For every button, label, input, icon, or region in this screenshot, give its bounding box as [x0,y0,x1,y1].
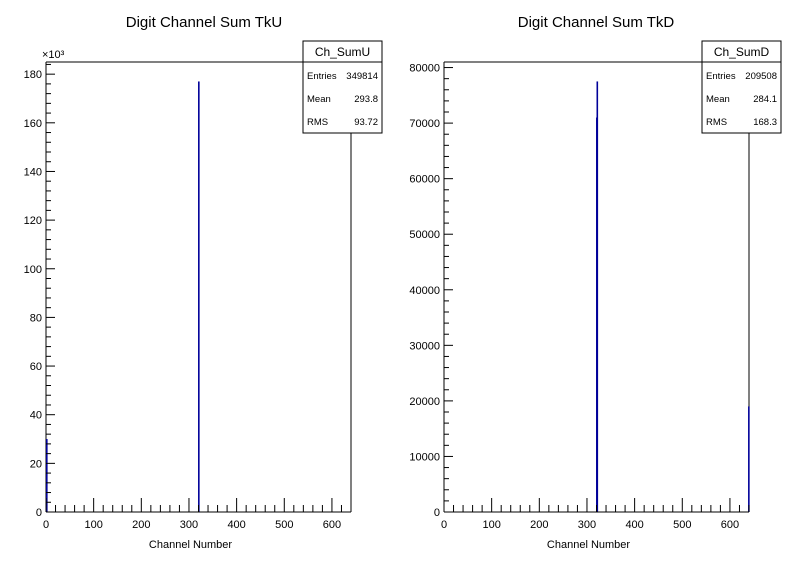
stats-box-frame [701,40,782,134]
histogram-panel-2: Digit Channel Sum TkD 0 100 200 300 400 500 600… [409,14,782,551]
y-tick-label: 10000 [409,451,440,463]
x-axis-label: Channel Number [547,539,630,551]
y-axis-multiplier: ×10³ [42,49,65,61]
stats-histogram-name: Ch_SumD [714,45,770,59]
stats-row-label: Entries [307,71,337,82]
y-tick-label: 80000 [409,63,440,75]
y-tick-label: 160 [24,118,42,130]
y-tick-label: 0 [36,507,42,519]
x-tick-label: 200 [132,519,150,531]
y-tick-label: 80 [30,312,42,324]
histogram-bin-2 [596,81,599,512]
y-tick-label: 40 [30,410,42,422]
x-tick-label: 400 [227,519,245,531]
y-tick-label: 30000 [409,340,440,352]
x-tick-label: 0 [441,519,447,531]
y-tick-label: 60000 [409,174,440,186]
y-tick-label: 120 [24,215,42,227]
stats-row-value: 284.1 [753,94,777,105]
stats-row-value: 168.3 [753,117,777,128]
histogram-bin-1 [46,439,48,512]
x-tick-label: 0 [43,519,49,531]
y-tick-label: 0 [434,507,440,519]
x-tick-label: 500 [275,519,293,531]
stats-row-value: 209508 [745,71,777,82]
x-tick-label: 100 [84,519,102,531]
x-tick-label: 500 [673,519,691,531]
y-tick-label: 60 [30,361,42,373]
x-tick-label: 300 [180,519,198,531]
stats-box: Ch_SumU Entries 349814 Mean 293.8 RMS 93.72 [302,40,383,134]
histogram-bin-2 [198,81,200,512]
stats-row-label: RMS [307,117,328,128]
x-tick-label: 400 [625,519,643,531]
y-tick-label: 180 [24,69,42,81]
y-tick-label: 100 [24,264,42,276]
x-tick-label: 200 [530,519,548,531]
x-tick-label: 600 [323,519,341,531]
stats-histogram-name: Ch_SumU [315,45,370,59]
stats-row-label: Entries [706,71,736,82]
stats-row-label: RMS [706,117,727,128]
x-tick-label: 300 [578,519,596,531]
stats-row-label: Mean [307,94,331,105]
x-tick-label: 600 [721,519,739,531]
x-axis-label: Channel Number [149,539,232,551]
y-tick-label: 40000 [409,285,440,297]
y-tick-label: 20 [30,458,42,470]
stats-row-label: Mean [706,94,730,105]
stats-row-value: 93.72 [354,117,378,128]
y-tick-label: 70000 [409,118,440,130]
y-tick-label: 50000 [409,229,440,241]
stats-row-value: 349814 [346,71,378,82]
stats-row-value: 293.8 [354,94,378,105]
chart-title: Digit Channel Sum TkU [126,14,282,31]
y-tick-label: 20000 [409,396,440,408]
y-tick-label: 140 [24,166,42,178]
stats-box-frame [302,40,383,134]
chart-title: Digit Channel Sum TkD [518,14,675,31]
histogram-bin-3 [748,406,750,512]
x-tick-label: 100 [482,519,500,531]
stats-box: Ch_SumD Entries 209508 Mean 284.1 RMS 168.3 [701,40,782,134]
